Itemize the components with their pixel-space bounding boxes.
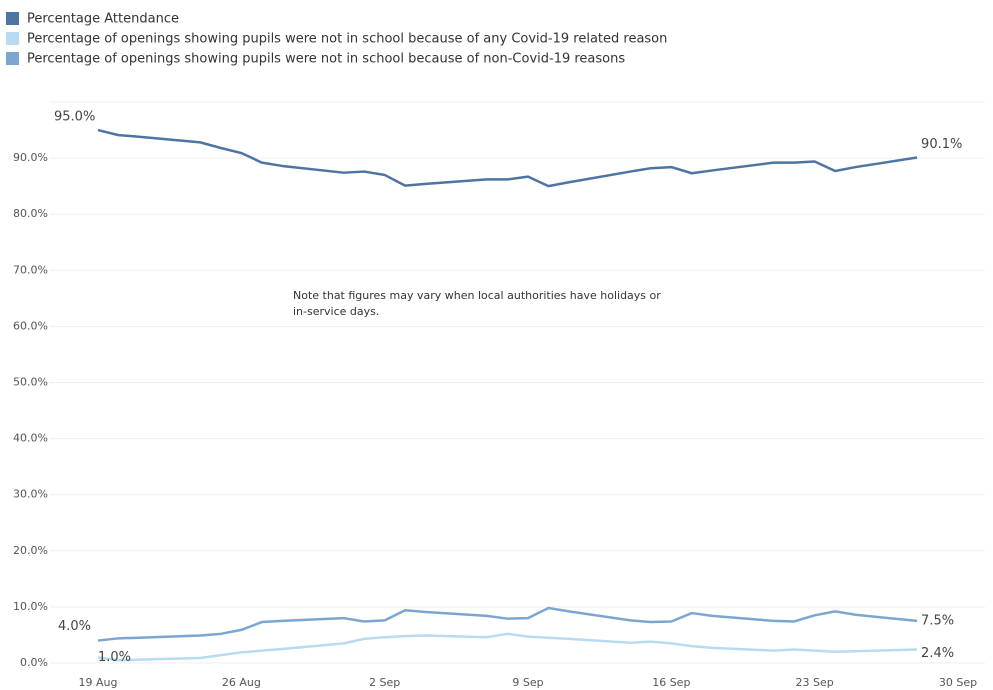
y-tick-label: 60.0% (13, 319, 48, 332)
value-label: 1.0% (98, 650, 131, 665)
value-label: 95.0% (54, 110, 95, 125)
annotation: in-service days. (293, 305, 379, 318)
y-tick-label: 90.0% (13, 151, 48, 164)
x-tick-label: 16 Sep (652, 676, 690, 689)
x-tick-label: 30 Sep (939, 676, 977, 689)
y-tick-label: 80.0% (13, 207, 48, 220)
series-line (97, 128, 918, 188)
x-tick-label: 2 Sep (369, 676, 400, 689)
legend-swatch (6, 32, 19, 45)
series-line (97, 606, 918, 642)
legend-label: Percentage of openings showing pupils we… (27, 52, 625, 67)
legend-swatch (6, 52, 19, 65)
series-line (97, 632, 918, 662)
value-label: 7.5% (921, 613, 954, 628)
y-tick-label: 0.0% (20, 656, 48, 669)
y-tick-label: 10.0% (13, 600, 48, 613)
y-tick-label: 30.0% (13, 488, 48, 501)
legend-label: Percentage Attendance (27, 12, 179, 27)
y-tick-label: 50.0% (13, 376, 48, 389)
value-label: 2.4% (921, 646, 954, 661)
value-label: 4.0% (58, 619, 91, 634)
annotation: Note that figures may vary when local au… (293, 289, 661, 302)
y-tick-label: 40.0% (13, 432, 48, 445)
value-label: 90.1% (921, 137, 962, 152)
y-tick-label: 20.0% (13, 544, 48, 557)
legend-label: Percentage of openings showing pupils we… (27, 32, 667, 47)
y-tick-label: 70.0% (13, 263, 48, 276)
x-tick-label: 9 Sep (512, 676, 543, 689)
x-tick-label: 23 Sep (796, 676, 834, 689)
x-tick-label: 19 Aug (79, 676, 118, 689)
x-tick-label: 26 Aug (222, 676, 261, 689)
legend-swatch (6, 12, 19, 25)
